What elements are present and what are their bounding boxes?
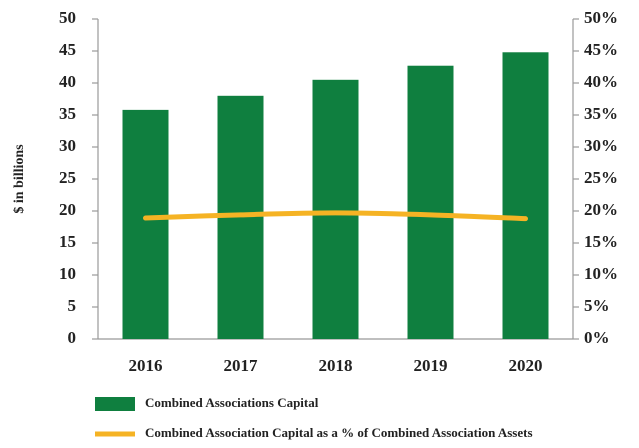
y2-tick-label: 5% xyxy=(584,296,610,315)
y2-tick-label: 15% xyxy=(584,232,618,251)
x-tick-label: 2019 xyxy=(414,356,448,375)
y-tick-label: 15 xyxy=(59,232,76,251)
x-tick-label: 2016 xyxy=(129,356,163,375)
y-tick-label: 25 xyxy=(59,168,76,187)
y2-tick-label: 40% xyxy=(584,72,618,91)
y-tick-label: 5 xyxy=(68,296,77,315)
y2-tick-label: 10% xyxy=(584,264,618,283)
y2-tick-label: 50% xyxy=(584,8,618,27)
legend-label: Combined Associations Capital xyxy=(145,395,319,410)
x-tick-label: 2020 xyxy=(509,356,543,375)
y2-tick-label: 20% xyxy=(584,200,618,219)
y-tick-label: 45 xyxy=(59,40,76,59)
legend-swatch xyxy=(95,397,135,411)
bar xyxy=(407,65,454,339)
y-tick-label: 50 xyxy=(59,8,76,27)
line xyxy=(143,210,528,222)
y-tick-label: 35 xyxy=(59,104,76,123)
y2-tick-label: 25% xyxy=(584,168,618,187)
y-tick-label: 0 xyxy=(68,328,77,347)
y-tick-label: 40 xyxy=(59,72,76,91)
x-tick-label: 2018 xyxy=(319,356,353,375)
bar xyxy=(502,52,549,339)
y-tick-label: 20 xyxy=(59,200,76,219)
y2-tick-label: 45% xyxy=(584,40,618,59)
y-tick-label: 10 xyxy=(59,264,76,283)
y2-tick-label: 30% xyxy=(584,136,618,155)
y2-tick-label: 0% xyxy=(584,328,610,347)
x-tick-label: 2017 xyxy=(224,356,259,375)
y2-tick-label: 35% xyxy=(584,104,618,123)
bar xyxy=(122,109,169,339)
legend-label: Combined Association Capital as a % of C… xyxy=(145,425,533,440)
y-axis-label: $ in billions xyxy=(12,144,27,214)
y-tick-label: 30 xyxy=(59,136,76,155)
bar xyxy=(312,79,359,340)
